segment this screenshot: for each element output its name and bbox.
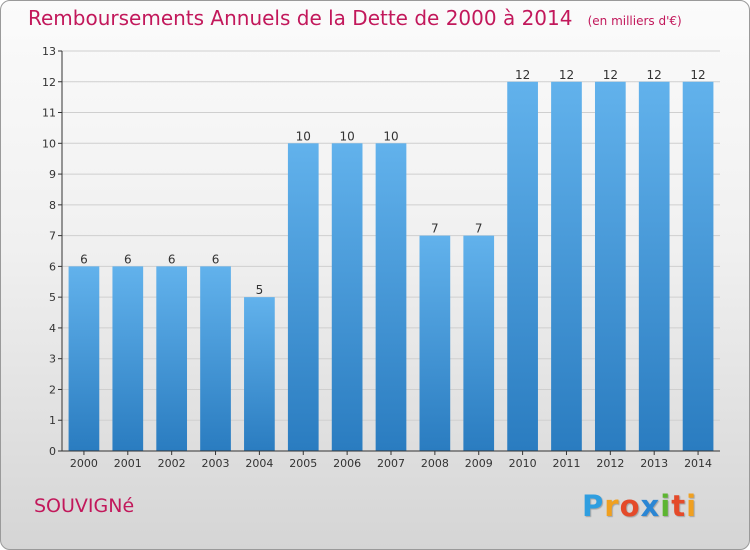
- data-label: 10: [339, 129, 354, 143]
- x-tick-label: 2000: [70, 457, 98, 470]
- x-tick-label: 2004: [245, 457, 273, 470]
- x-tick-label: 2006: [333, 457, 361, 470]
- bar-2003: [200, 266, 231, 451]
- bar-2012: [594, 81, 626, 452]
- logo-letter: o: [619, 489, 641, 523]
- data-label: 6: [212, 252, 220, 266]
- x-tick-label: 2002: [158, 457, 186, 470]
- y-tick-label: 11: [42, 107, 56, 120]
- x-tick-label: 2005: [289, 457, 317, 470]
- y-tick-label: 7: [49, 230, 56, 243]
- x-tick-label: 2009: [465, 457, 493, 470]
- bar-2010: [507, 81, 538, 452]
- x-tick-label: 2013: [640, 457, 668, 470]
- bar-2002: [156, 266, 188, 451]
- chart-title: Remboursements Annuels de la Dette de 20…: [28, 6, 573, 30]
- x-tick-label: 2012: [596, 457, 624, 470]
- bars: [68, 81, 714, 452]
- title-row: Remboursements Annuels de la Dette de 20…: [28, 6, 682, 30]
- logo-letter: P: [582, 489, 605, 523]
- y-tick-label: 8: [49, 199, 56, 212]
- x-tick-label: 2011: [552, 457, 580, 470]
- logo-letter: i: [686, 489, 698, 523]
- y-tick-label: 5: [49, 291, 56, 304]
- y-tick-label: 1: [49, 414, 56, 427]
- place-name: SOUVIGNé: [34, 495, 135, 517]
- y-tick-label: 13: [42, 45, 56, 58]
- bar-2008: [419, 235, 451, 451]
- data-labels: 6 6 6 6 5 10 10 10 7 7 12 12 12 12 12: [80, 68, 706, 297]
- bar-2011: [551, 81, 582, 452]
- bar-2014: [682, 81, 714, 452]
- data-label: 10: [383, 129, 398, 143]
- data-label: 12: [690, 68, 705, 82]
- data-label: 5: [256, 283, 264, 297]
- data-label: 7: [475, 222, 483, 236]
- data-label: 12: [559, 68, 574, 82]
- data-label: 10: [296, 129, 311, 143]
- data-label: 7: [431, 222, 439, 236]
- bar-2007: [375, 143, 407, 452]
- logo-letter: r: [604, 489, 620, 523]
- logo-letter: i: [660, 489, 672, 523]
- y-tick-label: 6: [49, 260, 56, 273]
- unit-label: (en milliers d'€): [587, 14, 682, 28]
- bar-2001: [112, 266, 144, 451]
- y-tick-label: 0: [49, 445, 56, 458]
- proxiti-logo[interactable]: Proxiti: [582, 489, 697, 523]
- x-tick-label: 2003: [202, 457, 230, 470]
- x-tick-label: 2001: [114, 457, 142, 470]
- x-tick-label: 2008: [421, 457, 449, 470]
- bar-2004: [244, 297, 275, 451]
- data-label: 6: [80, 252, 88, 266]
- bar-2013: [638, 81, 670, 452]
- logo-letter: x: [640, 489, 661, 523]
- data-label: 12: [603, 68, 618, 82]
- y-tick-label: 2: [49, 383, 56, 396]
- y-tick-label: 4: [49, 322, 56, 335]
- y-tick-label: 3: [49, 353, 56, 366]
- x-tick-label: 2010: [509, 457, 537, 470]
- y-tick-label: 12: [42, 76, 56, 89]
- data-label: 12: [647, 68, 662, 82]
- logo-letter: t: [671, 489, 687, 523]
- y-tick-label: 9: [49, 168, 56, 181]
- data-label: 6: [168, 252, 176, 266]
- bar-2005: [287, 143, 319, 452]
- bar-2006: [331, 143, 363, 452]
- data-label: 6: [124, 252, 132, 266]
- x-tick-label: 2007: [377, 457, 405, 470]
- y-tick-label: 10: [42, 137, 56, 150]
- x-tick-label: 2014: [684, 457, 712, 470]
- bar-2009: [463, 235, 495, 451]
- data-label: 12: [515, 68, 530, 82]
- bar-2000: [68, 266, 100, 451]
